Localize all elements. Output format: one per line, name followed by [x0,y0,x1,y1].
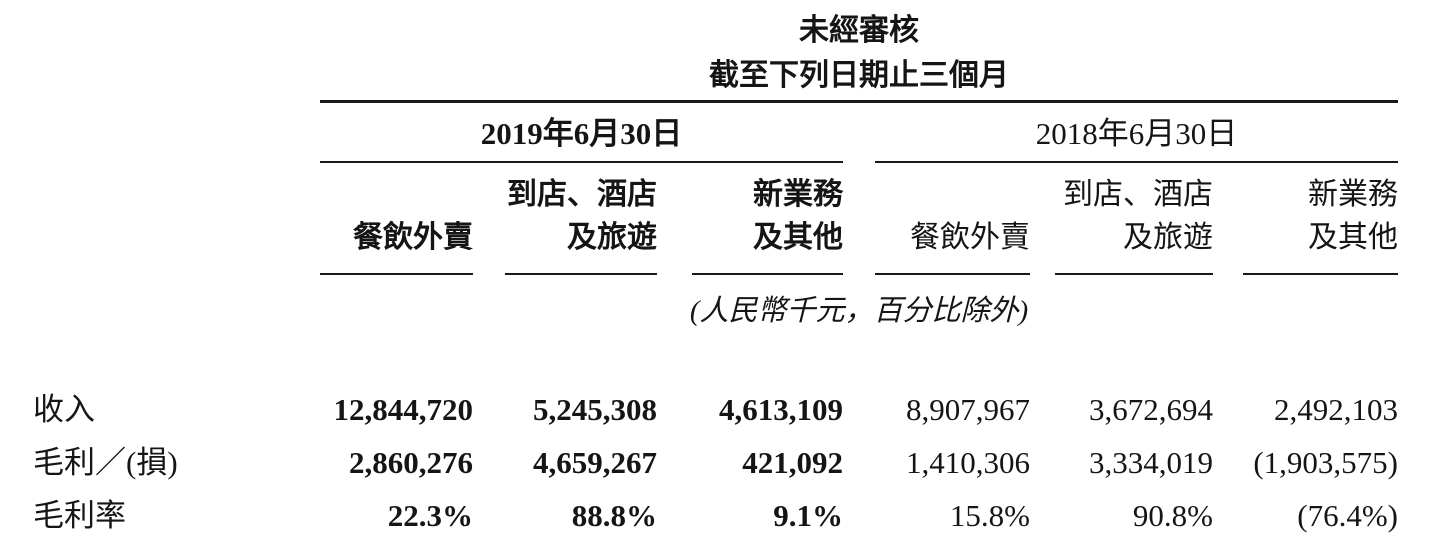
cell-revenue-2018-instore-hotel-travel: 3,672,694 [1089,392,1213,427]
top-rule [320,100,1398,103]
cell-gross-profit-2018-instore-hotel-travel: 3,334,019 [1089,445,1213,480]
cell-revenue-2019-food-delivery: 12,844,720 [333,392,474,427]
column-header-line1: 到店、酒店 [1063,178,1213,211]
cell-gross-margin-2019-instore-hotel-travel: 88.8% [571,498,657,533]
cell-gross-profit-2018-new-initiatives: (1,903,575) [1253,445,1398,480]
cell-gross-margin-2018-new-initiatives: (76.4%) [1297,498,1398,533]
cell-revenue-2019-new-initiatives: 4,613,109 [719,392,843,427]
cell-gross-profit-2019-new-initiatives: 421,092 [742,445,843,480]
cell-gross-margin-2019-new-initiatives: 9.1% [773,498,843,533]
column-header-line1: 新業務 [1308,178,1398,211]
period-header-2018-label: 2018年6月30日 [875,103,1398,163]
spacer [33,331,1398,383]
column-header-2019-new-initiatives: 新業務 及其他 [657,163,843,275]
column-header-line1: 新業務 [753,178,843,211]
column-header-line2: 及旅遊 [1123,221,1213,254]
row-label-gross-margin: 毛利率 [33,498,126,533]
cell-revenue-2018-new-initiatives: 2,492,103 [1274,392,1398,427]
column-header-2018-food-delivery: 餐飲外賣 [843,163,1030,275]
column-header-2018-new-initiatives: 新業務 及其他 [1213,163,1398,275]
period-header-2019-label: 2019年6月30日 [320,103,843,163]
column-header-line2: 及其他 [753,221,843,254]
period-header-2019: 2019年6月30日 [320,103,843,163]
column-header-2018-instore-hotel-travel: 到店、酒店 及旅遊 [1030,163,1213,275]
column-header-line1 [320,173,473,216]
cell-gross-profit-2019-food-delivery: 2,860,276 [349,445,473,480]
cell-gross-profit-2018-food-delivery: 1,410,306 [906,445,1030,480]
cell-gross-profit-2019-instore-hotel-travel: 4,659,267 [533,445,657,480]
column-header-line2: 餐飲外賣 [910,221,1030,254]
column-header-2019-food-delivery: 餐飲外賣 [320,163,473,275]
column-header-line2: 餐飲外賣 [353,221,473,254]
table-title: 未經審核 截至下列日期止三個月 [320,6,1398,100]
cell-gross-margin-2018-instore-hotel-travel: 90.8% [1132,498,1213,533]
column-header-line2: 及旅遊 [567,221,657,254]
segment-results-table: 未經審核 截至下列日期止三個月 2019年6月30日 2018年6月30日 餐飲… [33,6,1398,542]
table-title-line1: 未經審核 [799,14,919,47]
cell-revenue-2019-instore-hotel-travel: 5,245,308 [533,392,657,427]
cell-gross-margin-2019-food-delivery: 22.3% [387,498,473,533]
cell-gross-margin-2018-food-delivery: 15.8% [949,498,1030,533]
cell-revenue-2018-food-delivery: 8,907,967 [906,392,1030,427]
column-header-2019-instore-hotel-travel: 到店、酒店 及旅遊 [473,163,657,275]
table-title-line2: 截至下列日期止三個月 [709,59,1009,92]
column-header-line2: 及其他 [1308,221,1398,254]
row-label-revenue: 收入 [33,392,95,427]
period-header-2018: 2018年6月30日 [843,103,1398,163]
row-label-gross-profit-loss: 毛利／(損) [33,445,178,480]
column-header-line1 [875,173,1030,216]
column-header-line1: 到店、酒店 [507,178,657,211]
unit-note: (人民幣千元，百分比除外) [689,295,1029,327]
